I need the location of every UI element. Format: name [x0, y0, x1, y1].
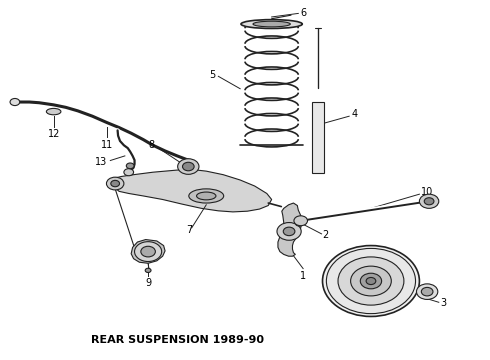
Ellipse shape: [189, 189, 223, 203]
Circle shape: [322, 246, 419, 316]
Circle shape: [111, 180, 120, 187]
Text: 9: 9: [145, 278, 151, 288]
Polygon shape: [114, 169, 271, 212]
Circle shape: [135, 242, 162, 261]
Circle shape: [360, 273, 382, 289]
Text: 4: 4: [352, 109, 358, 120]
Circle shape: [338, 257, 404, 305]
Text: 6: 6: [301, 8, 307, 18]
Circle shape: [416, 284, 438, 300]
Circle shape: [178, 159, 199, 174]
Circle shape: [351, 266, 392, 296]
Text: 2: 2: [322, 230, 329, 240]
Circle shape: [295, 220, 303, 226]
Text: 8: 8: [148, 140, 154, 150]
Polygon shape: [131, 239, 165, 263]
Ellipse shape: [47, 108, 61, 115]
Text: 13: 13: [95, 157, 107, 167]
FancyBboxPatch shape: [312, 102, 324, 173]
Text: 10: 10: [421, 187, 434, 197]
Circle shape: [106, 177, 124, 190]
Circle shape: [366, 278, 376, 284]
Text: 5: 5: [209, 70, 215, 80]
Circle shape: [10, 99, 20, 105]
Circle shape: [283, 227, 295, 236]
Circle shape: [182, 162, 194, 171]
Text: 7: 7: [187, 225, 193, 235]
Circle shape: [326, 248, 416, 314]
Circle shape: [141, 246, 155, 257]
Text: 12: 12: [48, 129, 60, 139]
Circle shape: [421, 287, 433, 296]
Polygon shape: [278, 203, 302, 256]
Circle shape: [145, 268, 151, 273]
Circle shape: [126, 163, 134, 168]
Text: 3: 3: [441, 298, 447, 309]
Text: REAR SUSPENSION 1989-90: REAR SUSPENSION 1989-90: [91, 335, 264, 345]
Ellipse shape: [241, 19, 302, 28]
Text: 11: 11: [101, 140, 113, 150]
Circle shape: [124, 168, 134, 176]
Circle shape: [294, 216, 308, 226]
Ellipse shape: [253, 21, 290, 27]
Ellipse shape: [196, 192, 216, 200]
Circle shape: [419, 194, 439, 208]
Text: 1: 1: [300, 271, 306, 281]
Circle shape: [277, 222, 301, 240]
Circle shape: [424, 198, 434, 205]
